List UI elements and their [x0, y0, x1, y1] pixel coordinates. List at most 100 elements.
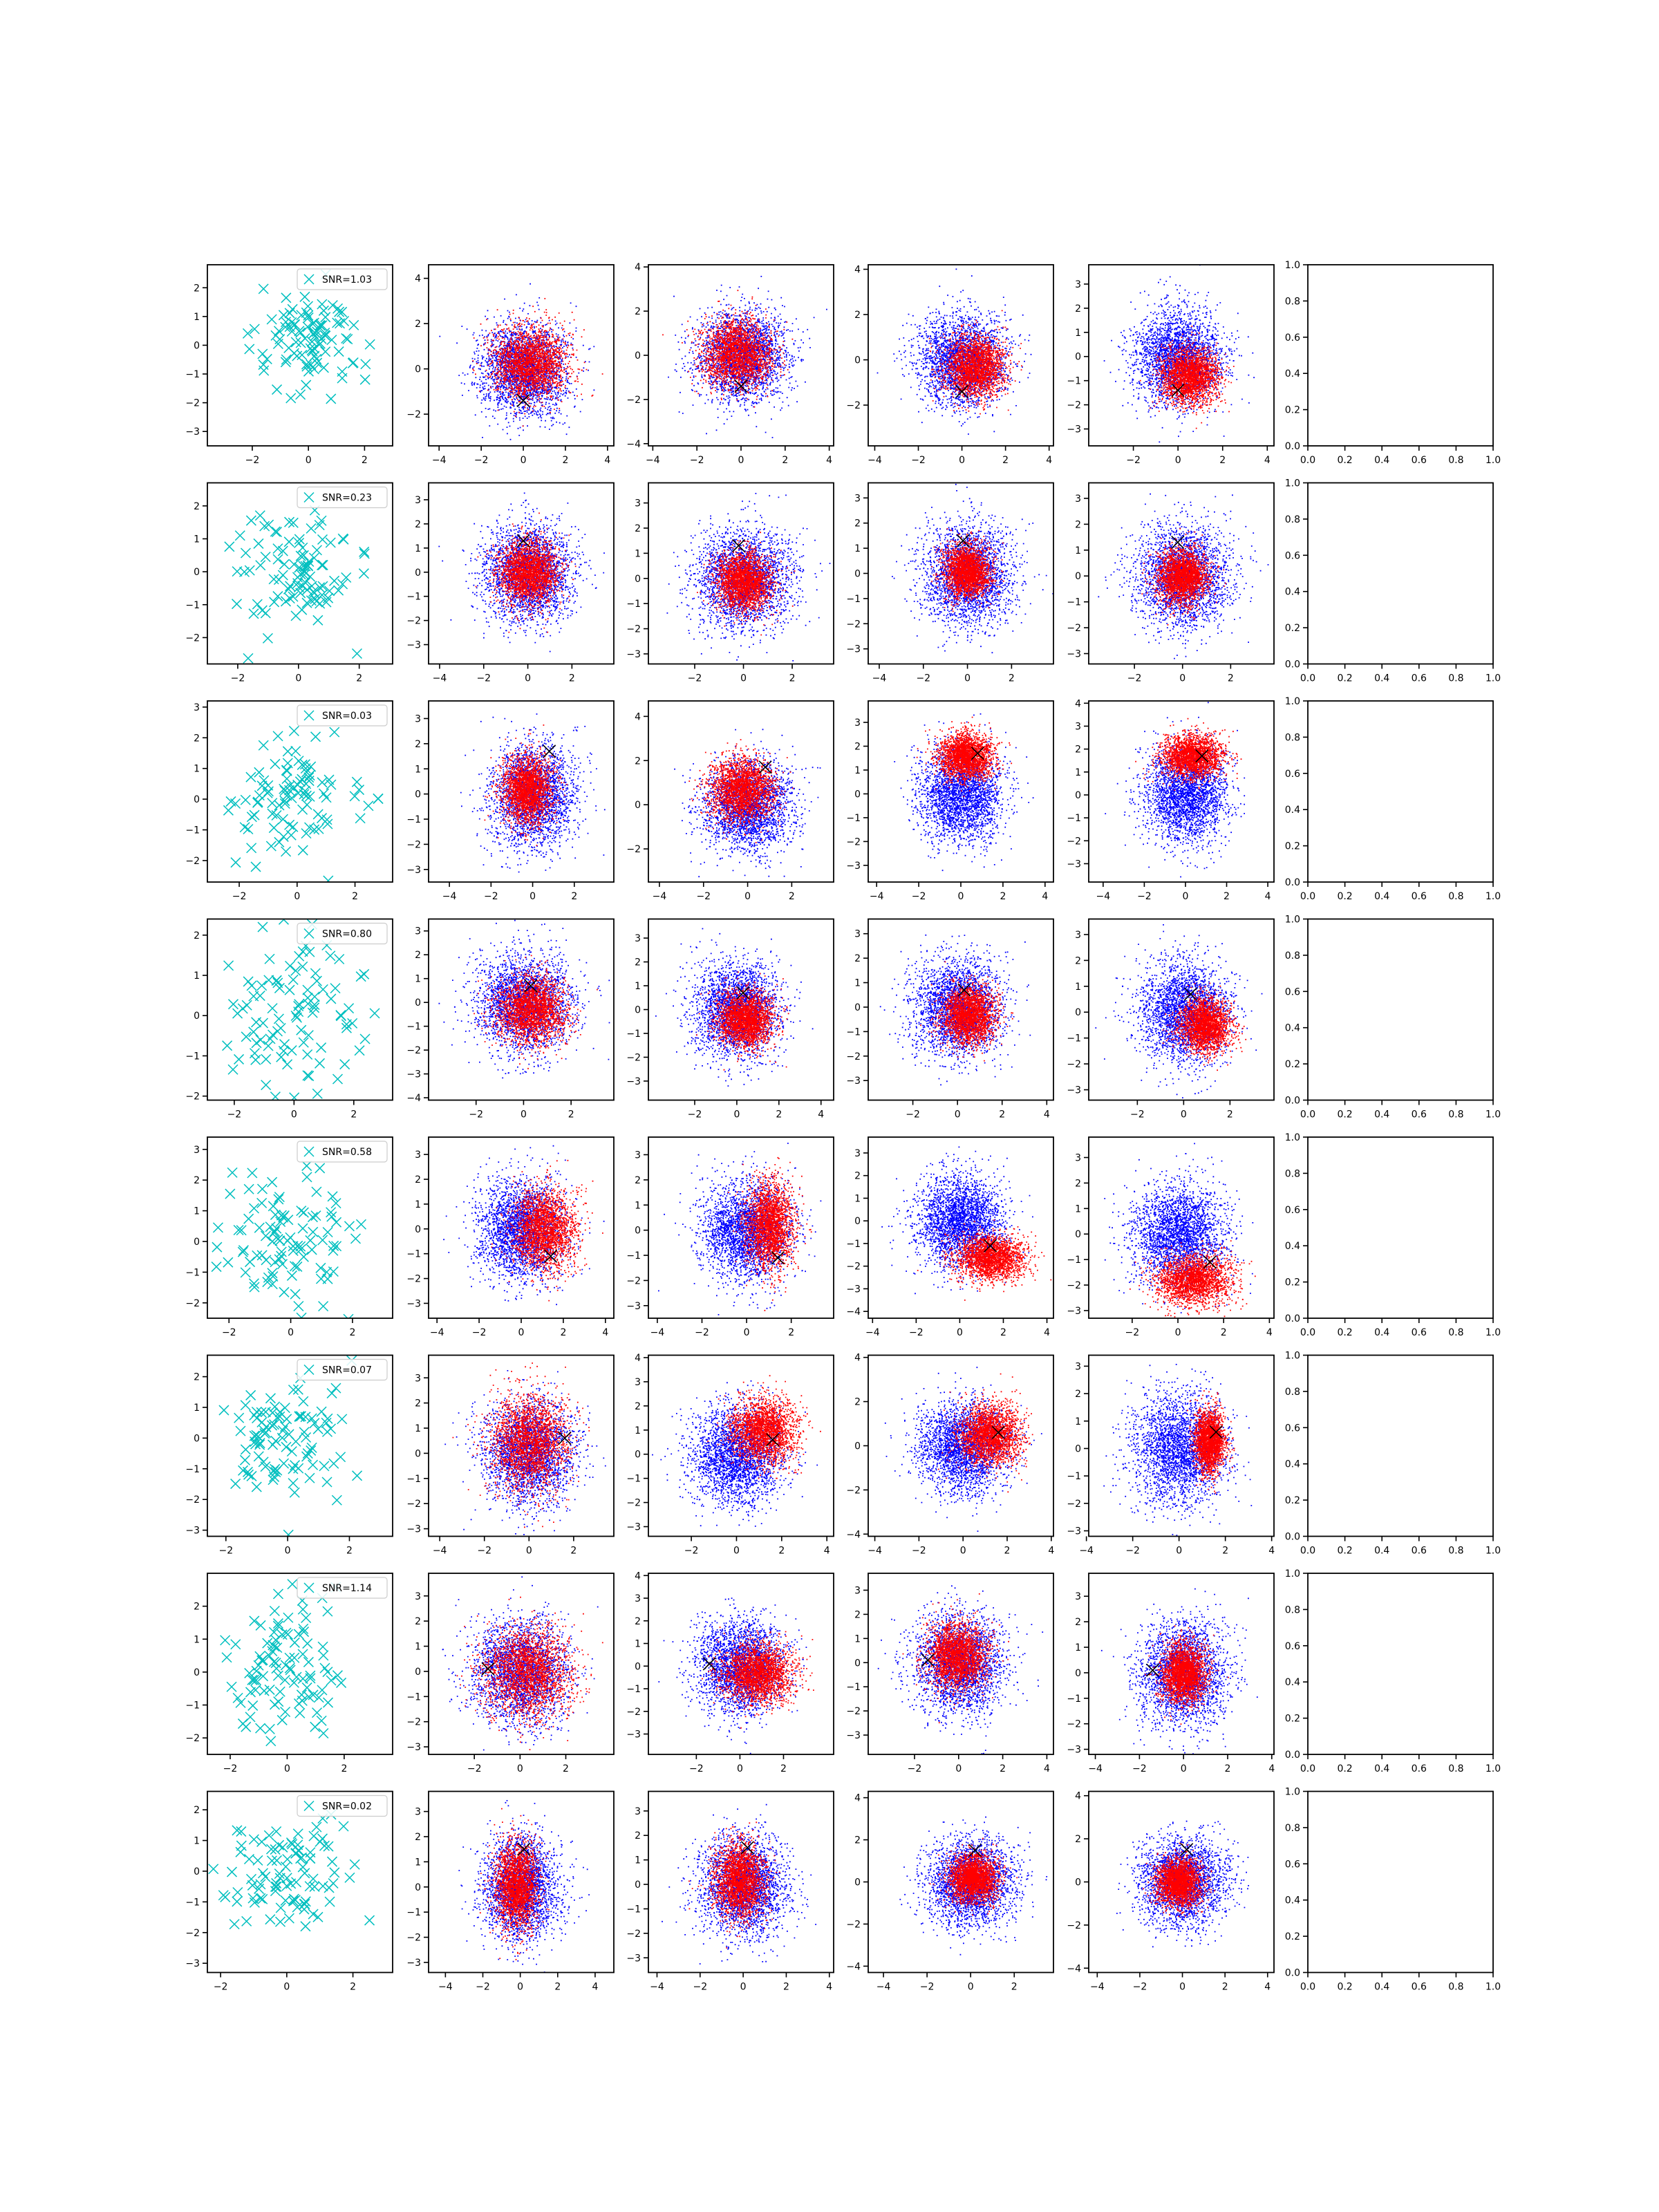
- sample-point: [259, 365, 270, 376]
- sample-point: [337, 373, 348, 384]
- x-tick-label: −2: [920, 1982, 935, 1993]
- axes-frame: [1307, 1790, 1494, 1974]
- legend-label: SNR=0.58: [322, 1147, 372, 1158]
- sample-point: [369, 1008, 380, 1019]
- y-tick-label: 1: [415, 1857, 421, 1868]
- highlighted-points: [920, 961, 1013, 1062]
- y-tick-label: 2: [415, 950, 421, 961]
- subplot-empty-row-2: 0.0 0.2 0.4 0.6 0.8 1.0 0.0 0.2 0.4 0.6 0.8 1.0: [1285, 478, 1501, 684]
- sample-point: [298, 1396, 309, 1407]
- y-tick-label: 0: [635, 1880, 641, 1891]
- sample-point: [276, 1259, 288, 1270]
- sample-point: [317, 1833, 328, 1844]
- sample-point: [245, 1687, 256, 1698]
- x-tick-label: −4: [430, 1327, 444, 1338]
- background-points: [438, 919, 610, 1079]
- y-tick-label: −2: [626, 1929, 641, 1940]
- y-tick-label: −2: [626, 1275, 641, 1286]
- y-tick-label: −1: [406, 1691, 421, 1703]
- x-tick-label: −2: [1130, 1109, 1145, 1121]
- sample-point: [324, 774, 335, 785]
- sample-point: [226, 1866, 238, 1877]
- sample-point: [220, 1635, 231, 1646]
- sample-point: [272, 591, 283, 602]
- y-tick-label: 1: [415, 764, 421, 775]
- sample-point: [268, 1029, 279, 1040]
- y-tick-label: 4: [854, 265, 861, 276]
- sample-point: [236, 1840, 247, 1851]
- sample-point: [303, 556, 315, 568]
- axes-frame: [868, 1354, 1054, 1537]
- sample-point: [359, 374, 371, 385]
- sample-point: [236, 1225, 247, 1236]
- sample-point: [276, 1210, 287, 1221]
- y-tick-label: 2: [635, 1401, 641, 1412]
- y-tick-label: 4: [854, 1353, 861, 1364]
- x-tick-label: 4: [1046, 455, 1052, 466]
- x-tick-label: −2: [696, 891, 711, 902]
- y-tick-label: −2: [846, 1262, 861, 1273]
- sample-point: [300, 1896, 311, 1907]
- sample-point: [318, 305, 329, 316]
- x-tick-label: −2: [690, 455, 704, 466]
- y-tick-label: 0.0: [1285, 1313, 1300, 1324]
- y-tick-label: −2: [185, 856, 200, 867]
- background-points: [666, 493, 831, 664]
- sample-point: [344, 1221, 355, 1232]
- y-tick-label: −1: [185, 1464, 200, 1475]
- y-tick-label: −2: [406, 839, 421, 850]
- sample-point: [297, 1695, 308, 1706]
- axes-frame: [207, 1790, 393, 1974]
- y-tick-label: 2: [854, 1609, 861, 1620]
- sample-point: [309, 1881, 320, 1892]
- sample-point: [298, 1623, 309, 1634]
- background-points: [442, 1576, 599, 1751]
- x-tick-label: −2: [1132, 1763, 1147, 1774]
- sample-point: [282, 746, 293, 757]
- axes-frame: [1307, 482, 1494, 665]
- x-tick-label: −4: [1096, 891, 1111, 902]
- legend: SNR=0.07: [297, 1358, 388, 1381]
- x-tick-label: 2: [1222, 1546, 1228, 1557]
- y-tick-label: 0.6: [1285, 1859, 1300, 1870]
- subplot-samples-row-1: −2 0 2 −3 −2 −1 0 1 2 SNR=1.03: [185, 264, 393, 466]
- sample-point: [295, 389, 306, 400]
- sample-point: [311, 545, 322, 556]
- y-tick-label: 1: [1075, 1416, 1081, 1427]
- subplot-cluster-row-3-col-3: −4 −2 0 2 −2 0 2 4: [626, 700, 834, 902]
- sample-point: [305, 1670, 316, 1681]
- sample-point: [312, 357, 323, 368]
- x-tick-label: 0: [740, 1982, 747, 1993]
- sample-point: [301, 799, 312, 810]
- x-tick-label: 4: [1044, 1109, 1050, 1121]
- y-tick-label: 1: [635, 548, 641, 559]
- y-tick-label: 1.0: [1285, 1132, 1300, 1143]
- sample-point: [311, 353, 322, 364]
- sample-point: [322, 1667, 333, 1678]
- sample-point: [326, 393, 337, 404]
- sample-point: [308, 586, 319, 597]
- x-tick-label: 0.2: [1337, 673, 1352, 684]
- y-tick-label: 3: [1075, 1153, 1081, 1164]
- x-tick-label: −2: [476, 673, 491, 684]
- x-tick-label: −4: [865, 1327, 880, 1338]
- axes-frame: [428, 1573, 615, 1755]
- y-tick-label: 3: [635, 1150, 641, 1161]
- sample-point: [311, 1821, 322, 1833]
- x-tick-label: −4: [868, 1546, 882, 1557]
- sample-markers: [223, 725, 384, 882]
- point-cloud: [662, 1803, 816, 1965]
- sample-point: [240, 1400, 251, 1411]
- sample-point: [301, 359, 312, 370]
- background-points: [668, 276, 827, 438]
- background-points: [877, 268, 1032, 435]
- x-tick-label: 0: [521, 1109, 527, 1121]
- x-tick-label: 0: [738, 455, 744, 466]
- sample-point: [290, 1288, 301, 1300]
- sample-point: [319, 327, 330, 339]
- x-tick-label: −4: [1088, 1763, 1103, 1774]
- x-tick-label: 1.0: [1485, 1982, 1501, 1993]
- sample-point: [227, 1167, 238, 1178]
- sample-point: [257, 921, 268, 932]
- sample-point: [352, 1470, 363, 1481]
